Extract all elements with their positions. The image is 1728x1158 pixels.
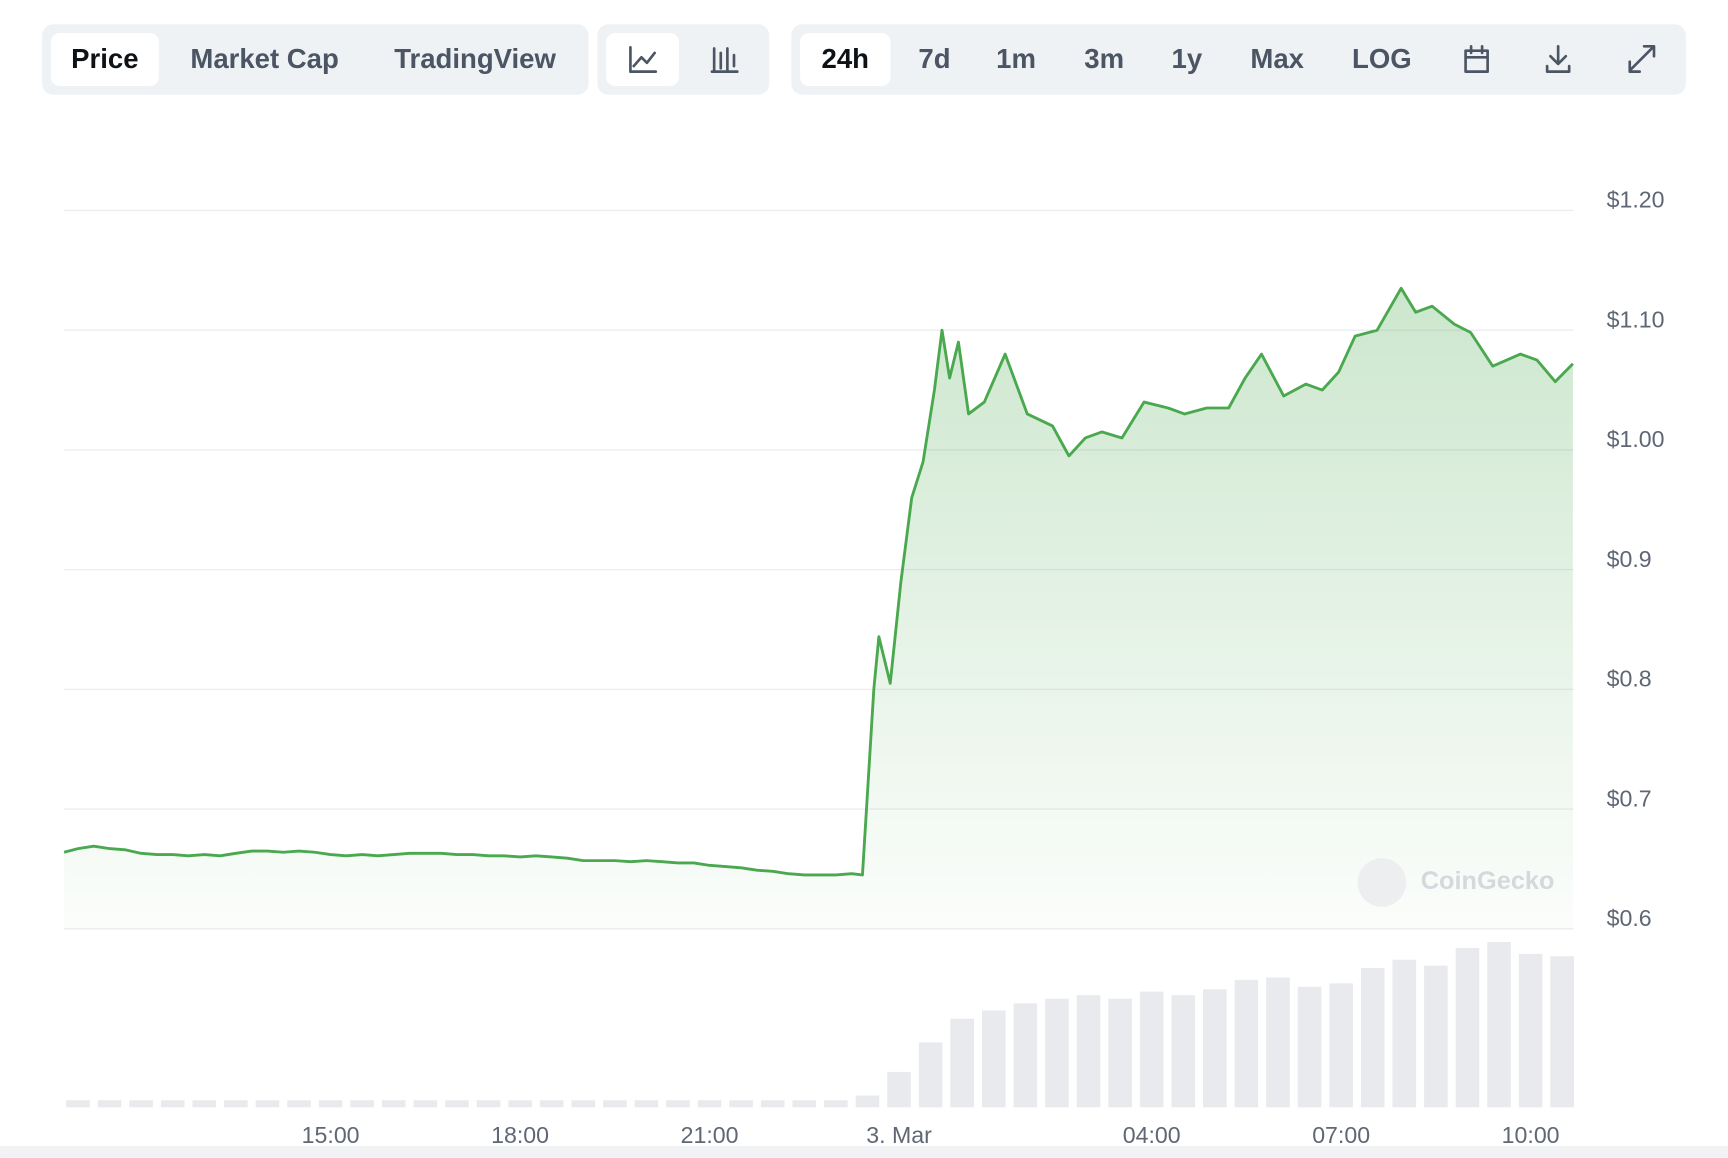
range-tabs — [791, 24, 1686, 95]
volume-bar — [887, 1071, 911, 1108]
active-range — [800, 33, 891, 86]
watermark-logo — [1357, 858, 1407, 907]
volume-bar — [1045, 998, 1069, 1108]
volume-bar — [255, 1100, 280, 1108]
x-tick-label: 04:00 — [1123, 1122, 1181, 1148]
bottom-strip — [0, 1145, 1728, 1158]
volume-bar — [1203, 989, 1227, 1108]
watermark: CoinGecko — [1421, 867, 1555, 895]
y-tick-label: $0.7 — [1607, 785, 1652, 811]
volume-bar — [287, 1100, 311, 1108]
volume-bar — [1487, 942, 1511, 1108]
range-1m[interactable]: 1m — [996, 43, 1036, 74]
volume-bar — [824, 1100, 848, 1108]
price-line — [63, 286, 1574, 877]
volume-bar — [318, 1100, 343, 1108]
y-tick-label: $1.00 — [1607, 426, 1665, 452]
volume-bar — [1266, 977, 1290, 1108]
line-icon — [629, 46, 658, 73]
volume-bar — [981, 1010, 1006, 1108]
x-tick-label: 18:00 — [491, 1122, 549, 1148]
volume-bar — [760, 1100, 785, 1108]
volume-bar — [413, 1100, 438, 1108]
volume-bar — [697, 1100, 722, 1108]
log-toggle[interactable]: LOG — [1352, 43, 1412, 74]
volume-bar — [129, 1100, 153, 1108]
candle-icon[interactable] — [710, 47, 739, 73]
volume-bar — [855, 1095, 880, 1108]
y-tick-label: $0.6 — [1607, 905, 1652, 931]
volume-bar — [1013, 1003, 1038, 1108]
volume-bar — [1329, 983, 1353, 1108]
x-tick-label: 3. Mar — [866, 1122, 932, 1148]
volume-bar — [1171, 995, 1196, 1108]
volume-bar — [350, 1100, 374, 1108]
volume-bar — [634, 1100, 659, 1108]
range-24h[interactable]: 24h — [822, 43, 869, 74]
download-icon[interactable] — [1545, 44, 1571, 73]
volume-bar — [792, 1100, 817, 1108]
volume-bar — [1108, 998, 1132, 1108]
x-tick-label: 10:00 — [1502, 1122, 1560, 1148]
volume-bar — [666, 1100, 690, 1108]
volume-bar — [729, 1100, 753, 1108]
range-max[interactable]: Max — [1250, 43, 1304, 74]
tab-market-cap[interactable]: Market Cap — [190, 43, 338, 74]
volume-bar — [381, 1100, 406, 1108]
volume-bar — [97, 1100, 122, 1108]
calendar-icon[interactable] — [1464, 44, 1489, 73]
price-area — [64, 288, 1573, 929]
x-tick-label: 15:00 — [302, 1122, 360, 1148]
volume-bar — [1297, 986, 1322, 1108]
x-tick-label: 21:00 — [681, 1122, 739, 1148]
volume-bar — [571, 1100, 596, 1108]
volume-bar — [1139, 991, 1164, 1108]
volume-bar — [476, 1100, 501, 1108]
active-tab — [50, 33, 159, 86]
y-tick-label: $0.9 — [1607, 546, 1652, 572]
x-tick-label: 07:00 — [1312, 1122, 1370, 1148]
volume-bar — [66, 1100, 90, 1108]
volume-bar — [1392, 959, 1417, 1108]
volume-bar — [1360, 968, 1385, 1108]
y-tick-label: $1.20 — [1607, 187, 1665, 213]
volume-bar — [603, 1100, 627, 1108]
volume-bar — [224, 1100, 248, 1108]
range-1y[interactable]: 1y — [1172, 43, 1203, 74]
volume-bar — [539, 1100, 564, 1108]
range-7d[interactable]: 7d — [918, 43, 950, 74]
volume-bar — [1234, 979, 1259, 1108]
y-tick-label: $1.10 — [1607, 306, 1665, 332]
y-tick-label: $0.8 — [1607, 666, 1652, 692]
volume-bar — [445, 1100, 469, 1108]
tab-tradingview[interactable]: TradingView — [394, 43, 556, 74]
range-3m[interactable]: 3m — [1084, 43, 1124, 74]
volume-bar — [192, 1100, 217, 1108]
tab-price[interactable]: Price — [71, 43, 138, 74]
volume-bar — [950, 1018, 974, 1108]
fullscreen-icon[interactable] — [1628, 44, 1656, 73]
volume-bar — [1076, 995, 1101, 1108]
volume-bar — [1424, 965, 1448, 1108]
volume-bar — [508, 1100, 532, 1108]
volume-bar — [918, 1042, 943, 1108]
view-tabs — [42, 24, 589, 95]
volume-bar — [1550, 956, 1574, 1108]
volume-bar — [1518, 953, 1543, 1108]
volume-bar — [1455, 947, 1480, 1108]
volume-bar — [160, 1100, 185, 1108]
